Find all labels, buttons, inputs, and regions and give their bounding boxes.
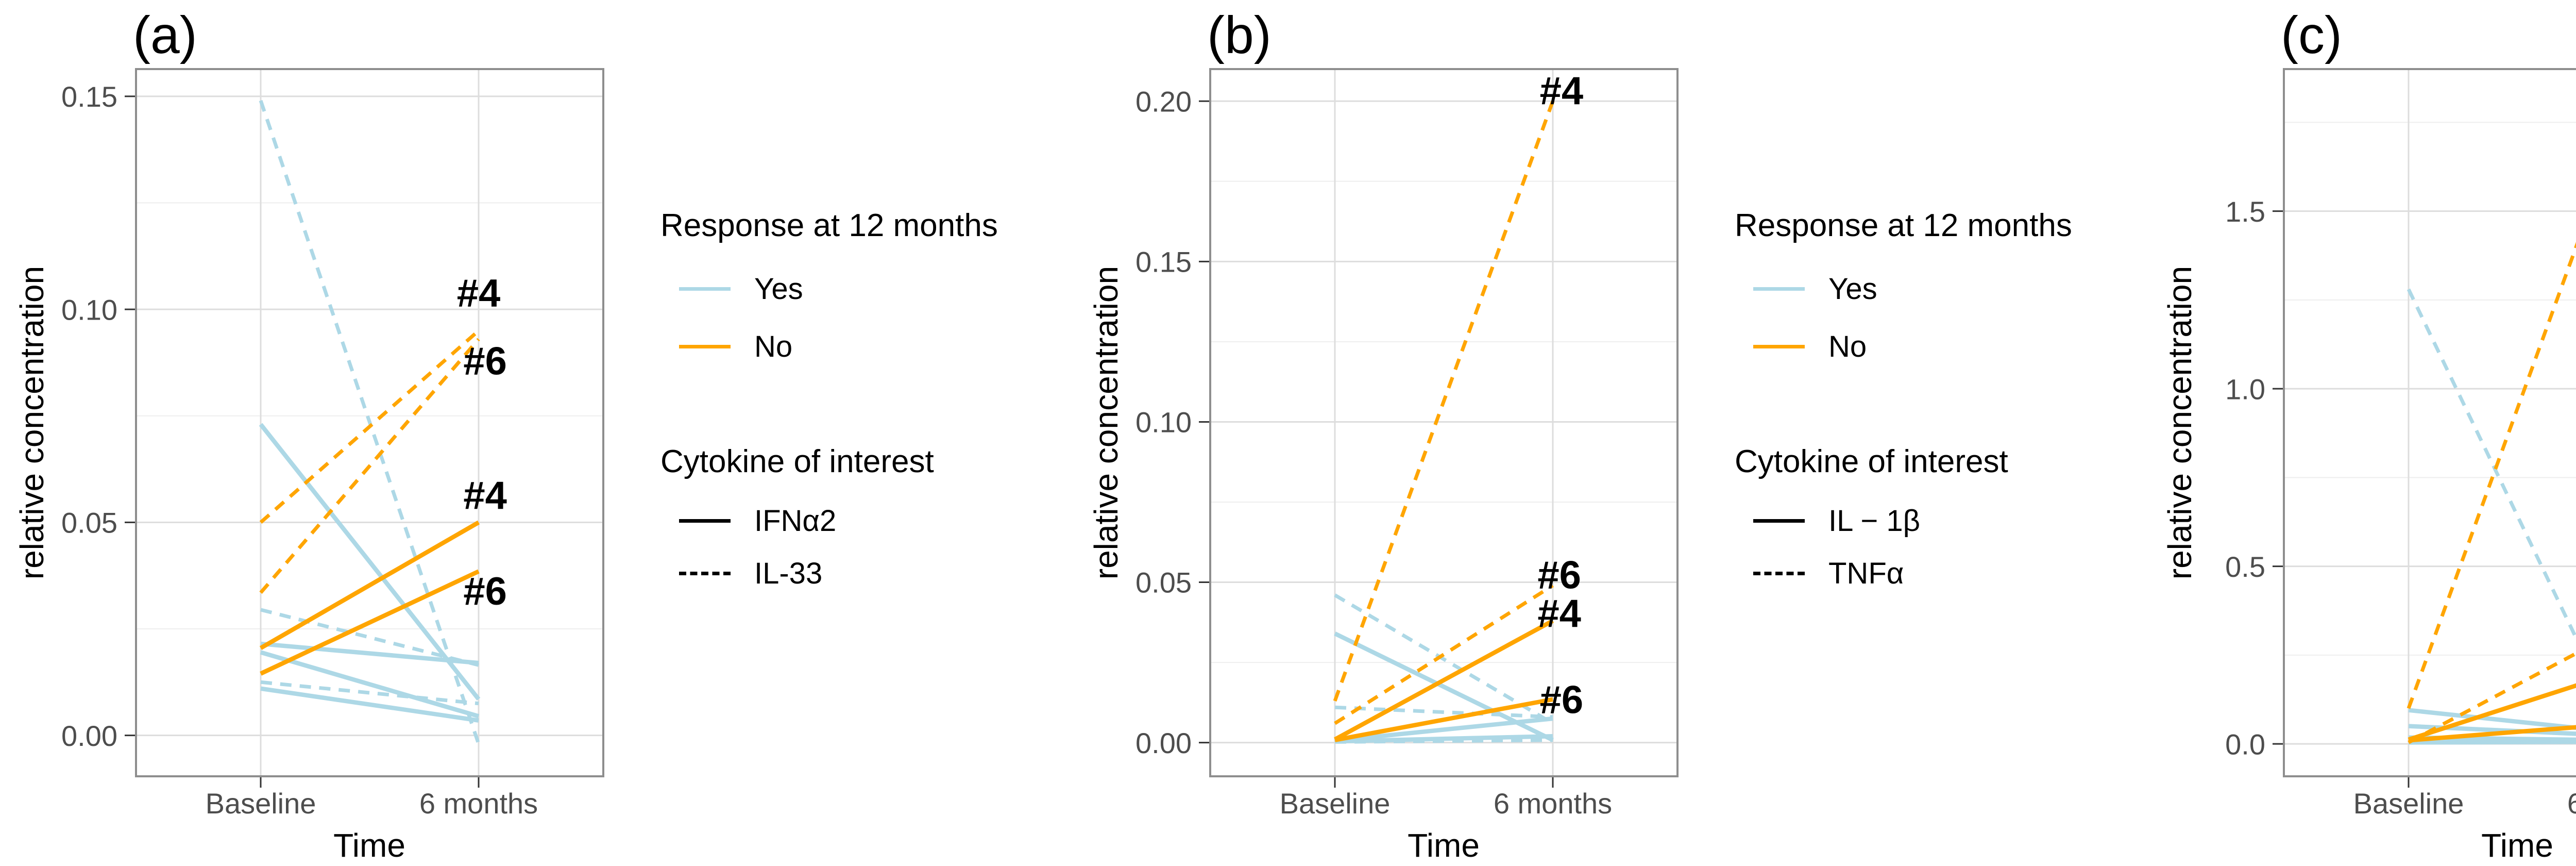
panel-a: (a) relative concentration 0.00 0.05 0.10 0… xyxy=(0,0,1074,866)
series-line xyxy=(260,680,479,706)
series-line xyxy=(2408,683,2576,742)
series-line xyxy=(1334,593,1554,725)
annotation-label: #4 xyxy=(1540,69,1584,113)
x-axis-title: Time xyxy=(1408,827,1480,864)
x-tick-label: Baseline xyxy=(206,787,316,820)
series-line xyxy=(259,100,481,745)
x-tick-label: Baseline xyxy=(1280,787,1391,820)
series-line xyxy=(1333,619,1554,742)
y-tick-label: 0.00 xyxy=(1136,727,1192,759)
panel-tag: (b) xyxy=(1207,6,1272,64)
series-line xyxy=(259,423,481,701)
annotation-label: #4 xyxy=(1537,592,1581,636)
panel-border xyxy=(2283,68,2576,777)
annotation-label: #4 xyxy=(457,271,501,315)
y-tick-label: 0.20 xyxy=(1136,85,1192,118)
series-line xyxy=(1334,738,1553,744)
series-line xyxy=(1334,697,1553,742)
y-tick-label: 0.10 xyxy=(61,293,117,326)
y-tick-label: 0.05 xyxy=(61,507,117,539)
y-tick-label: 0.15 xyxy=(61,80,117,113)
series-line xyxy=(260,641,479,665)
panel-c: (c) relative concentration 0.0 0.5 1.0 1.5 B… xyxy=(2148,0,2576,866)
series-line xyxy=(1334,716,1553,743)
series-line xyxy=(259,520,480,650)
series-line xyxy=(260,650,480,719)
annotation-label: #6 xyxy=(463,340,507,384)
y-tick-label: 1.0 xyxy=(2225,373,2265,405)
series-line xyxy=(1334,584,1554,725)
series-line xyxy=(260,569,480,676)
panel-b: (b) relative concentration 0.00 0.05 0.10 0… xyxy=(1074,0,2148,866)
series-line xyxy=(2408,725,2576,743)
annotation-label: #6 xyxy=(1537,553,1581,597)
series-line xyxy=(1334,734,1553,744)
series-line xyxy=(2406,288,2576,642)
x-axis-title: Time xyxy=(333,827,405,864)
series-line xyxy=(260,608,479,667)
series-line xyxy=(2408,708,2576,730)
y-tick-label: 1.5 xyxy=(2225,195,2265,228)
y-tick-label: 0.10 xyxy=(1136,406,1192,439)
x-tick-label: Baseline xyxy=(2353,787,2464,820)
series-line xyxy=(2406,242,2576,709)
panel-border xyxy=(135,68,604,777)
annotation-label: #6 xyxy=(463,570,507,613)
series-line xyxy=(259,338,480,594)
series-line xyxy=(2408,651,2576,744)
series-line xyxy=(260,686,479,723)
x-tick-label: 6 months xyxy=(2567,787,2576,820)
x-tick-label: 6 months xyxy=(419,787,538,820)
y-tick-label: 0.05 xyxy=(1136,567,1192,599)
y-tick-label: 0.15 xyxy=(1136,245,1192,278)
y-tick-label: 0.5 xyxy=(2225,551,2265,583)
series-line xyxy=(1334,705,1553,719)
plot-area: 0.00 0.05 0.10 0.15 Baseline 6 months #4 #6 #4 #6 xyxy=(61,68,604,820)
annotation-label: #6 xyxy=(1540,678,1584,722)
x-axis-title: Time xyxy=(2481,827,2553,864)
x-tick-label: 6 months xyxy=(1494,787,1612,820)
panel-tag: (a) xyxy=(133,6,197,64)
y-tick-label: 0.00 xyxy=(61,720,117,752)
y-tick-label: 0.0 xyxy=(2225,728,2265,760)
panel-border xyxy=(1209,68,1679,777)
series-line xyxy=(259,329,480,524)
series-line xyxy=(1333,101,1555,702)
annotation-label: #4 xyxy=(463,474,507,518)
panel-tag: (c) xyxy=(2281,6,2342,64)
